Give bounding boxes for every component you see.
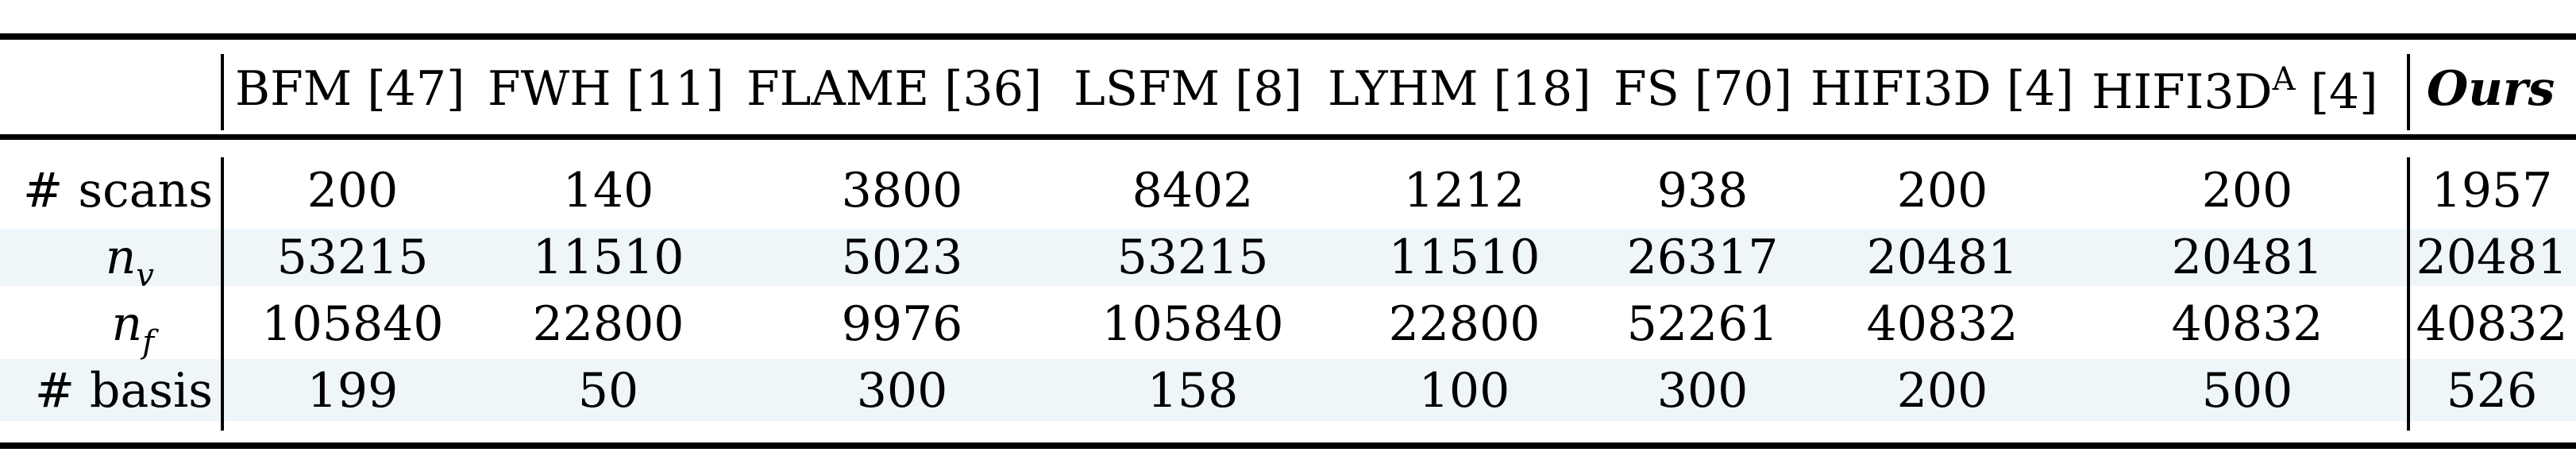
header-rule — [0, 134, 2576, 140]
header-flame: FLAME [36] — [746, 61, 1043, 117]
header-hifi3d-a-ref: [4] — [2295, 64, 2378, 120]
cell-nv-flame: 5023 — [841, 230, 963, 285]
cell-nf-flame: 9976 — [841, 296, 963, 352]
header-hifi3d-a-main: HIFI3D — [2092, 64, 2273, 120]
header-bfm: BFM [47] — [235, 61, 465, 117]
header-lsfm: LSFM [8] — [1074, 61, 1303, 117]
row-label-nf-main: n — [111, 296, 143, 352]
cell-scans-fwh: 140 — [562, 163, 654, 218]
cell-nv-hifi3d: 20481 — [1866, 230, 2019, 285]
cell-scans-lsfm: 8402 — [1132, 163, 1254, 218]
cell-scans-fs: 938 — [1656, 163, 1749, 218]
header-hifi3d: HIFI3D [4] — [1811, 61, 2074, 117]
header-right-divider — [2407, 54, 2410, 130]
cell-basis-hifi3d-a: 500 — [2201, 363, 2293, 419]
header-left-divider — [221, 54, 224, 130]
bottom-rule — [0, 442, 2576, 449]
cell-nf-hifi3d-a: 40832 — [2171, 296, 2323, 352]
row-label-scans: # scans — [23, 163, 213, 218]
body-left-divider — [221, 157, 224, 431]
cell-nv-hifi3d-a: 20481 — [2171, 230, 2323, 285]
cell-scans-flame: 3800 — [841, 163, 963, 218]
row-band-nv — [0, 229, 2576, 286]
cell-scans-hifi3d-a: 200 — [2201, 163, 2293, 218]
header-fs: FS [70] — [1614, 61, 1792, 117]
cell-nf-bfm: 105840 — [261, 296, 444, 352]
row-label-basis: # basis — [34, 363, 213, 419]
row-band-basis — [0, 359, 2576, 421]
cell-nv-fwh: 11510 — [532, 230, 684, 285]
header-fwh: FWH [11] — [488, 61, 724, 117]
header-hifi3d-a: HIFI3DA [4] — [2092, 64, 2378, 116]
header-hifi3d-a-superscript: A — [2272, 61, 2296, 98]
row-label-nv-main: n — [105, 230, 137, 285]
cell-nf-hifi3d: 40832 — [1866, 296, 2019, 352]
header-lyhm: LYHM [18] — [1328, 61, 1591, 117]
cell-nf-fs: 52261 — [1626, 296, 1779, 352]
row-label-nv-sub: v — [136, 257, 154, 294]
cell-nv-lsfm: 53215 — [1116, 230, 1269, 285]
cell-nv-lyhm: 11510 — [1388, 230, 1541, 285]
row-label-nf-sub: f — [142, 324, 154, 361]
header-ours: Ours — [2427, 61, 2555, 117]
cell-basis-lsfm: 158 — [1147, 363, 1239, 419]
cell-basis-flame: 300 — [856, 363, 948, 419]
cell-basis-ours: 526 — [2446, 363, 2538, 419]
cell-basis-fs: 300 — [1656, 363, 1749, 419]
cell-scans-hifi3d: 200 — [1896, 163, 1988, 218]
row-label-nf: nf — [112, 300, 154, 358]
cell-nf-lyhm: 22800 — [1388, 296, 1541, 352]
cell-basis-bfm: 199 — [307, 363, 399, 419]
cell-nf-fwh: 22800 — [532, 296, 684, 352]
cell-basis-fwh: 50 — [577, 363, 639, 419]
cell-nv-ours: 20481 — [2416, 230, 2568, 285]
cell-nf-ours: 40832 — [2416, 296, 2568, 352]
cell-nv-fs: 26317 — [1626, 230, 1779, 285]
row-label-nv: nv — [106, 234, 154, 292]
cell-scans-bfm: 200 — [307, 163, 399, 218]
cell-nf-lsfm: 105840 — [1101, 296, 1284, 352]
cell-scans-lyhm: 1212 — [1403, 163, 1525, 218]
top-rule — [0, 33, 2576, 40]
cell-scans-ours: 1957 — [2431, 163, 2553, 218]
cell-basis-lyhm: 100 — [1418, 363, 1510, 419]
cell-nv-bfm: 53215 — [276, 230, 429, 285]
cell-basis-hifi3d: 200 — [1896, 363, 1988, 419]
body-right-divider — [2407, 157, 2410, 431]
